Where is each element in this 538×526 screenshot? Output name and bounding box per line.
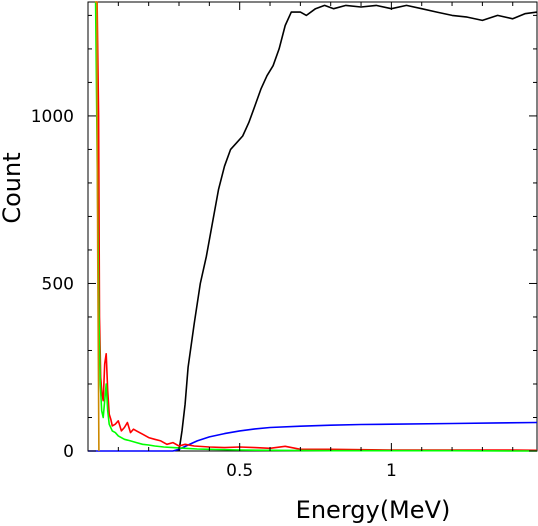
y-tick-label: 1000 (31, 107, 74, 127)
series-line-1 (88, 421, 538, 452)
y-tick-label: 0 (63, 442, 74, 462)
series-layer (88, 1, 538, 452)
y-axis-title: Count (0, 152, 26, 223)
series-line-2 (95, 1, 538, 452)
x-tick-label: 0.5 (226, 461, 253, 481)
y-tick-label: 500 (42, 274, 74, 294)
x-tick-label: 1 (386, 461, 397, 481)
series-line-4 (95, 1, 100, 452)
tick-layer: 0.5 1 0 500 1000 (31, 2, 537, 481)
series-line-0 (178, 4, 538, 452)
plot-area (87, 1, 538, 452)
series-line-3 (94, 1, 538, 452)
x-axis-title: Energy(MeV) (296, 496, 451, 524)
